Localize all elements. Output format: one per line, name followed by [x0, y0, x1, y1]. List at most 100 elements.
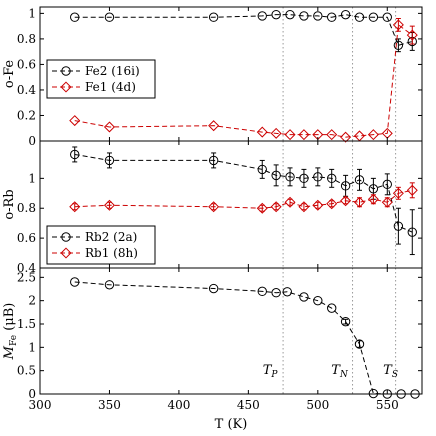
- data-point: [208, 201, 220, 213]
- data-point: [299, 11, 309, 21]
- data-point: [257, 286, 267, 297]
- data-point: [257, 164, 267, 175]
- data-point: [381, 196, 393, 208]
- x-axis-title: T (K): [215, 417, 248, 432]
- y-tick-label: 0.5: [17, 364, 36, 378]
- data-point: [104, 155, 115, 166]
- data-point: [270, 127, 282, 139]
- data-point: [208, 155, 219, 166]
- data-point: [393, 40, 404, 50]
- series-line: [74, 153, 413, 233]
- data-point: [271, 9, 281, 20]
- transition-label-main: T: [383, 363, 393, 378]
- series-line: [74, 23, 413, 138]
- data-point: [393, 221, 404, 231]
- y-tick-label: 0.4: [17, 83, 36, 97]
- y-axis-title-sub: Fe: [9, 335, 19, 346]
- legend-label: Rb1 (8h): [85, 246, 138, 260]
- panel-o-rb: 0.4 0.6 0.8 1 o-Rb Rb2 (2a) Rb1 (8h): [2, 140, 423, 275]
- x-tick-label: 550: [376, 398, 399, 412]
- data-point: [299, 292, 309, 302]
- y-tick-label: 1.5: [17, 317, 36, 331]
- data-point: [327, 173, 337, 184]
- y-tick-label: 0.4: [17, 261, 36, 275]
- data-point: [256, 202, 268, 214]
- transition-label: TN: [331, 363, 349, 380]
- y-tick-label: 1: [28, 6, 36, 20]
- data-point: [104, 12, 115, 22]
- data-point: [354, 339, 365, 349]
- y-tick-label: 0.2: [17, 108, 36, 122]
- legend-marker: [60, 247, 72, 259]
- legend-label: Fe2 (16i): [85, 64, 140, 78]
- y-tick-label: 0.8: [17, 201, 36, 215]
- data-point: [208, 283, 219, 294]
- data-point: [103, 199, 115, 211]
- data-point: [208, 120, 220, 132]
- legend: Rb2 (2a) Rb1 (8h): [46, 225, 156, 265]
- y-axis-title: o-Fe: [2, 60, 17, 89]
- y-tick-label: 0: [28, 134, 36, 148]
- transition-label: TS: [383, 363, 398, 380]
- data-point: [257, 11, 267, 21]
- x-tick-label: 450: [237, 398, 260, 412]
- x-tick-label: 500: [306, 398, 329, 412]
- data-point: [313, 295, 323, 306]
- legend-marker: [60, 81, 72, 93]
- y-tick-label: 2.5: [17, 270, 36, 284]
- data-point: [299, 173, 309, 184]
- data-point: [104, 280, 115, 290]
- y-tick-label: 1: [28, 171, 36, 185]
- data-point: [340, 195, 352, 207]
- series-line: [74, 281, 416, 395]
- data-point: [327, 303, 337, 313]
- y-axis-title-unit: (μB): [2, 303, 17, 335]
- data-point: [368, 12, 379, 22]
- x-tick-label: 400: [167, 398, 190, 412]
- panel-o-fe: 0 0.2 0.4 0.6 0.8 1 o-Fe Fe2 (16i) Fe1 (4d): [2, 6, 423, 148]
- data-point: [367, 193, 379, 205]
- data-point: [103, 121, 115, 133]
- data-point: [353, 196, 365, 208]
- data-point: [69, 201, 81, 213]
- transition-label-sub: P: [270, 370, 278, 380]
- series-line: [74, 14, 413, 46]
- data-point: [382, 12, 392, 22]
- x-tick-label: 300: [29, 398, 52, 412]
- transition-label-main: T: [331, 363, 341, 378]
- data-point: [392, 19, 404, 31]
- legend-box: [46, 225, 156, 265]
- data-point: [406, 29, 418, 41]
- data-point: [256, 126, 268, 138]
- data-point: [340, 316, 351, 327]
- data-point: [406, 184, 418, 196]
- y-tick-label: 0: [28, 387, 36, 401]
- y-axis-title-main: o-Fe: [2, 60, 17, 89]
- legend-label: Rb2 (2a): [85, 230, 137, 244]
- x-tick-label: 350: [98, 398, 121, 412]
- y-tick-label: 0.6: [17, 231, 36, 245]
- data-point: [327, 12, 337, 22]
- data-point: [70, 277, 80, 287]
- legend-marker: [61, 232, 71, 242]
- data-point: [368, 184, 379, 194]
- data-point: [340, 131, 352, 143]
- y-tick-label: 0.6: [17, 57, 36, 71]
- data-point: [70, 12, 80, 22]
- axes-frame: [39, 267, 423, 395]
- transition-label: TP: [263, 363, 279, 380]
- data-point: [407, 227, 417, 237]
- y-tick-label: 1: [28, 340, 36, 354]
- transition-label-sub: S: [392, 370, 398, 380]
- data-point: [208, 12, 219, 22]
- data-point: [298, 129, 310, 141]
- y-tick-label: 0.8: [17, 32, 36, 46]
- data-point: [354, 12, 365, 22]
- data-point: [271, 288, 281, 298]
- transition-label-main: T: [263, 363, 273, 378]
- data-point: [282, 287, 292, 297]
- data-point: [382, 179, 392, 190]
- data-point: [326, 129, 338, 141]
- data-point: [284, 129, 296, 141]
- data-point: [285, 9, 295, 20]
